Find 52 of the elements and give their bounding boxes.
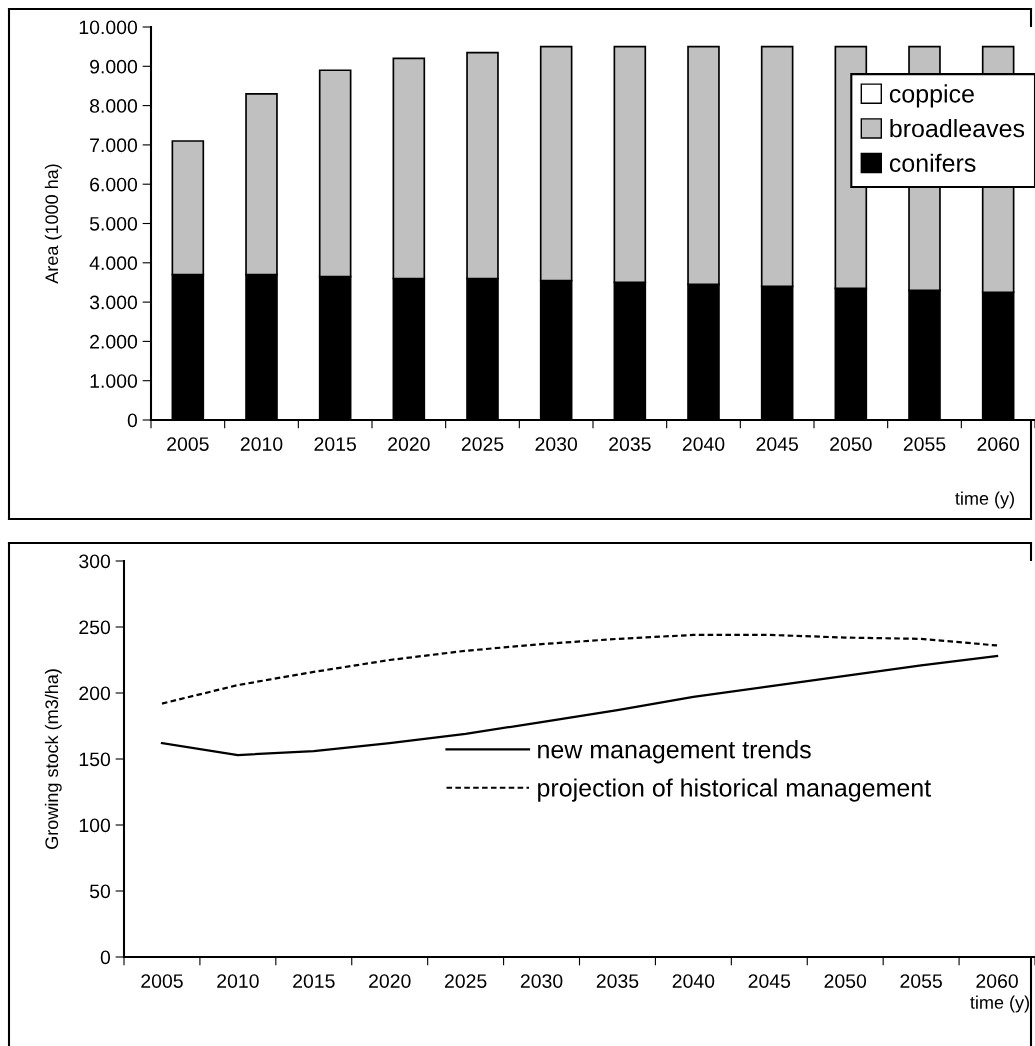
y-tick-label: 9.000 (90, 59, 138, 74)
x-tick-label: 2060 (977, 437, 1020, 451)
x-tick-label: 2045 (748, 974, 791, 988)
y-tick-label: 4.000 (89, 256, 138, 271)
line-series (160, 633, 999, 705)
y-tick-label: 150 (79, 752, 111, 767)
x-tick-label: 2005 (141, 974, 183, 988)
x-tick-label: 2015 (293, 974, 335, 988)
y-tick-label: 100 (79, 818, 111, 833)
x-tick-label: 2030 (520, 974, 563, 988)
y-tick-label: 6.000 (90, 177, 138, 192)
legend-label: projection of historical management (538, 778, 931, 802)
x-tick-label: 2020 (388, 437, 430, 451)
legend-label: new management trends (538, 740, 811, 764)
x-tick-label: 2015 (314, 437, 356, 451)
x-tick-label: 2035 (609, 437, 651, 451)
y-axis-title: Area (1000 ha) (44, 164, 62, 284)
y-tick-label: 0 (127, 413, 138, 428)
y-tick-label: 200 (79, 686, 111, 701)
y-tick-label: 50 (89, 884, 111, 899)
y-tick-label: 5.000 (89, 216, 138, 231)
x-tick-label: 2010 (217, 974, 259, 988)
y-tick-label: 0 (100, 950, 111, 965)
x-tick-label: 2025 (444, 974, 487, 988)
x-tick-label: 2060 (976, 974, 1018, 988)
x-axis-title: time (y) (955, 491, 1014, 509)
x-tick-label: 2020 (369, 974, 411, 988)
y-tick-label: 1.000 (90, 374, 138, 388)
x-tick-label: 2045 (756, 437, 798, 451)
legend-label: coppice (889, 84, 974, 108)
x-tick-label: 2055 (903, 437, 946, 451)
y-tick-label: 10.000 (79, 20, 138, 35)
y-tick-label: 8.000 (90, 99, 138, 113)
x-tick-label: 2050 (824, 974, 867, 988)
y-tick-label: 300 (79, 554, 111, 569)
y-tick-label: 2.000 (90, 334, 138, 349)
x-tick-label: 2025 (461, 437, 504, 451)
x-tick-label: 2040 (672, 974, 715, 988)
y-tick-label: 3.000 (89, 295, 138, 310)
x-tick-label: 2005 (167, 437, 209, 451)
x-tick-label: 2055 (900, 974, 942, 988)
y-tick-label: 7.000 (90, 138, 138, 153)
x-axis-title: time (y) (970, 995, 1029, 1013)
y-axis-title: Growing stock (m3/ha) (44, 669, 62, 849)
legend-label: conifers (889, 153, 976, 173)
x-tick-label: 2040 (682, 437, 725, 451)
y-tick-label: 250 (79, 620, 111, 635)
x-tick-label: 2050 (830, 437, 872, 451)
x-tick-label: 2030 (535, 437, 578, 451)
x-tick-label: 2035 (596, 974, 639, 988)
legend-label: broadleaves (890, 118, 1025, 138)
x-tick-label: 2010 (240, 437, 283, 451)
